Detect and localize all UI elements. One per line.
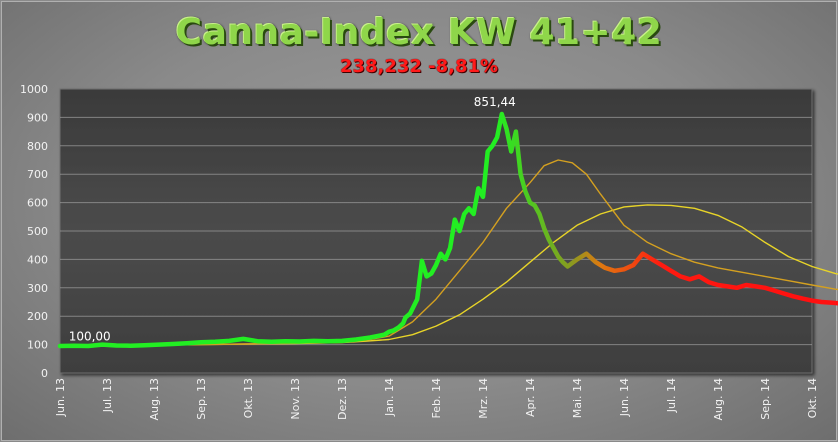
y-tick-label: 200 (27, 310, 48, 323)
x-tick-label: Okt. 13 (242, 378, 255, 418)
x-tick-label: Apr. 14 (524, 378, 537, 417)
x-tick-label: Aug. 13 (148, 378, 161, 420)
x-tick-label: Aug. 14 (712, 378, 725, 420)
chart-title: Canna-Index KW 41+42 (175, 12, 663, 53)
series-line-0 (57, 111, 838, 349)
x-tick-label: Jul. 13 (101, 378, 114, 413)
data-label: 851,44 (474, 95, 516, 109)
y-tick-label: 1000 (20, 83, 48, 96)
data-label: 100,00 (69, 330, 111, 344)
x-tick-label: Jun. 14 (618, 378, 631, 417)
y-tick-label: 400 (27, 253, 48, 266)
x-tick-label: Jan. 14 (383, 378, 396, 417)
x-tick-label: Mai. 14 (571, 378, 584, 418)
y-tick-label: 100 (27, 339, 48, 352)
y-tick-label: 800 (27, 140, 48, 153)
x-tick-label: Okt. 14 (806, 378, 819, 418)
x-tick-label: Mrz. 14 (477, 378, 490, 419)
y-tick-label: 500 (27, 225, 48, 238)
x-tick-label: Feb. 14 (430, 378, 443, 418)
y-tick-label: 0 (41, 367, 48, 380)
chart-subtitle: 238,232 -8,81% (339, 56, 499, 77)
x-tick-label: Dez. 13 (336, 378, 349, 420)
x-tick-label: Sep. 14 (759, 378, 772, 420)
x-tick-label: Nov. 13 (289, 378, 302, 420)
x-tick-label: Jul. 14 (665, 378, 678, 413)
y-tick-label: 600 (27, 197, 48, 210)
y-tick-label: 300 (27, 282, 48, 295)
x-tick-label: Sep. 13 (195, 378, 208, 420)
y-tick-label: 700 (27, 168, 48, 181)
y-tick-label: 900 (27, 111, 48, 124)
x-tick-label: Jun. 13 (54, 378, 67, 417)
